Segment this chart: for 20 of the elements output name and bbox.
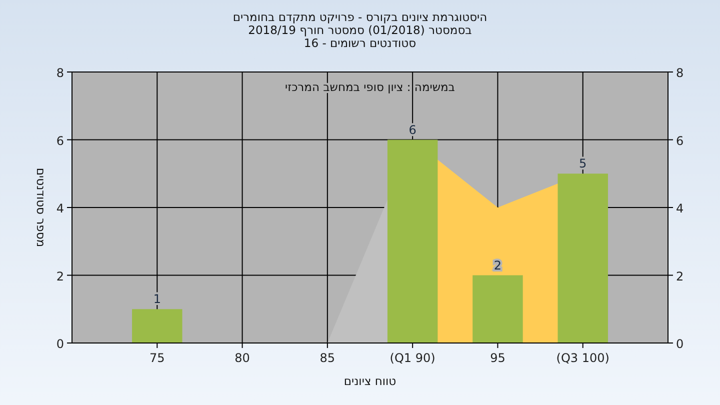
x-tick-label: 80 xyxy=(234,351,250,365)
y-tick-label: 8 xyxy=(56,66,64,80)
y2-tick-label: 2 xyxy=(676,269,684,284)
y-tick-label: 0 xyxy=(56,337,64,351)
y-tick-label: 2 xyxy=(56,269,64,284)
y2-tick-label: 8 xyxy=(676,66,684,80)
y2-tick-label: 0 xyxy=(676,337,684,351)
x-tick-label: (Q3 100) xyxy=(556,351,610,365)
y2-tick-label: 4 xyxy=(676,202,684,216)
x-tick-label: 75 xyxy=(150,351,165,365)
y2-tick-label: 6 xyxy=(676,134,684,148)
data-label: 2 xyxy=(494,258,502,272)
y-axis-title: מספר סטודנטים xyxy=(34,168,48,248)
x-tick-label: 85 xyxy=(320,351,336,365)
x-tick-label: (Q1 90) xyxy=(390,351,436,365)
y-tick-label: 4 xyxy=(56,202,64,216)
x-axis-title: טווח ציונים xyxy=(344,374,396,388)
y-tick-label: 6 xyxy=(56,134,64,148)
x-tick-label: 95 xyxy=(490,351,506,365)
chart-title: היסטוגרמת ציונים בקורס - פרויקט מתקדם בחומרים בסמסטר (01/2018) סמסטר חורף 2018/19 סטודנטים רשומים - 16 xyxy=(232,10,488,50)
